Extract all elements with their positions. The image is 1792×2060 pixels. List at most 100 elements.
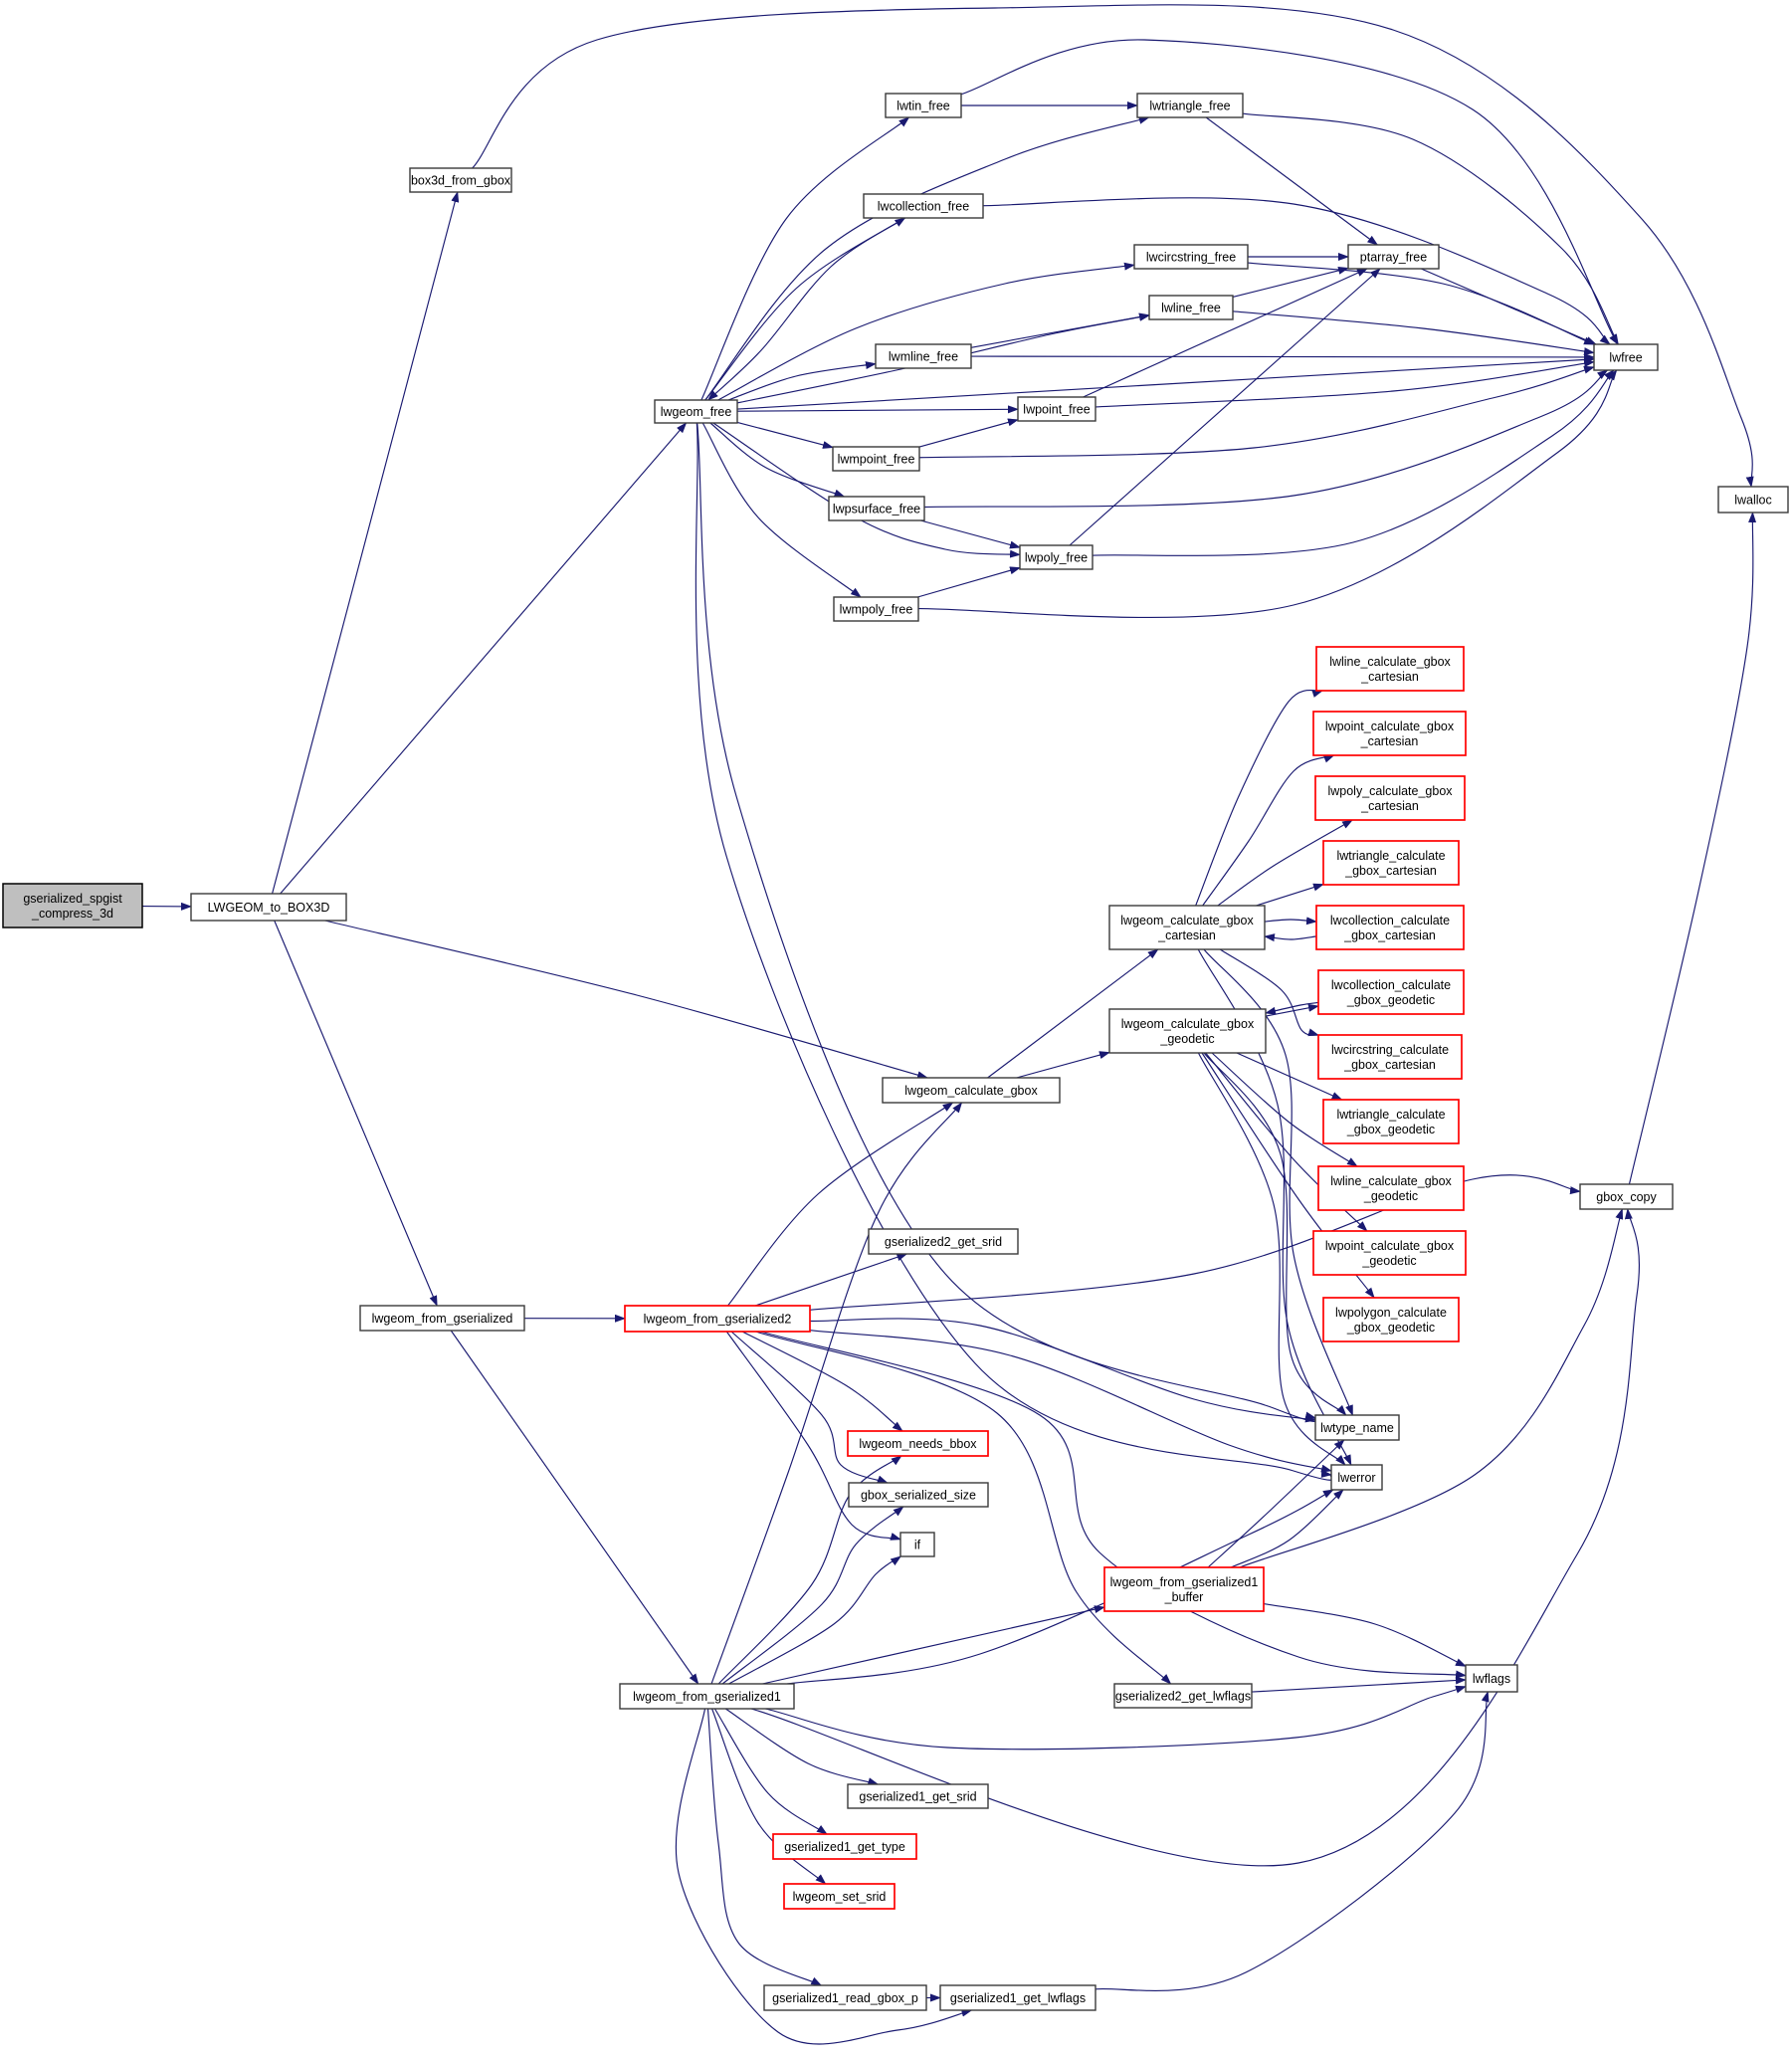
node-lwpoint_cc[interactable]: lwpoint_calculate_gbox _cartesian bbox=[1312, 711, 1467, 756]
node-box-lwtin_free[interactable] bbox=[885, 93, 962, 118]
node-box3d_from_gbox[interactable]: box3d_from_gbox bbox=[409, 167, 512, 193]
node-box-gser1_get_lwflags[interactable] bbox=[939, 1984, 1096, 2011]
node-lwfree[interactable]: lwfree bbox=[1593, 343, 1659, 371]
node-box-lwtype_name[interactable] bbox=[1314, 1414, 1400, 1441]
node-box-lwpolygon_cg[interactable] bbox=[1322, 1297, 1460, 1342]
node-box-gser2_get_srid[interactable] bbox=[868, 1228, 1019, 1255]
node-box-lwtri_cg[interactable] bbox=[1322, 1099, 1460, 1144]
node-box-lwline_cc[interactable] bbox=[1315, 646, 1465, 692]
node-lwpoint_free[interactable]: lwpoint_free bbox=[1017, 396, 1096, 422]
node-box-if_node[interactable] bbox=[899, 1532, 935, 1557]
node-to_box3d[interactable]: LWGEOM_to_BOX3D bbox=[190, 893, 347, 922]
node-box-lwgeom_free[interactable] bbox=[654, 399, 738, 424]
node-gser1_get_lwflags[interactable]: gserialized1_get_lwflags bbox=[939, 1984, 1096, 2011]
node-lwtriangle_free[interactable]: lwtriangle_free bbox=[1136, 93, 1244, 118]
node-from_gser1[interactable]: lwgeom_from_gserialized1 bbox=[619, 1683, 795, 1710]
node-box-from_gser[interactable] bbox=[359, 1305, 525, 1332]
node-box-from_gser2[interactable] bbox=[624, 1305, 811, 1333]
node-lwgeom_cg[interactable]: lwgeom_calculate_gbox _geodetic bbox=[1108, 1008, 1267, 1054]
node-lwgeom_cc[interactable]: lwgeom_calculate_gbox _cartesian bbox=[1108, 905, 1266, 950]
node-box-lwgeom_cc[interactable] bbox=[1108, 905, 1266, 950]
node-box-lwcirc_cc[interactable] bbox=[1317, 1034, 1463, 1080]
node-box-lwpoly_free[interactable] bbox=[1019, 544, 1094, 570]
node-lwcoll_cc[interactable]: lwcollection_calculate _gbox_cartesian bbox=[1315, 905, 1465, 950]
node-lwtin_free[interactable]: lwtin_free bbox=[885, 93, 962, 118]
node-lwpoint_cg[interactable]: lwpoint_calculate_gbox _geodetic bbox=[1312, 1230, 1467, 1276]
node-lwpoly_free[interactable]: lwpoly_free bbox=[1019, 544, 1094, 570]
node-needs_bbox[interactable]: lwgeom_needs_bbox bbox=[847, 1430, 989, 1457]
node-box-gbox_copy[interactable] bbox=[1579, 1183, 1674, 1210]
node-box-gser1_get_type[interactable] bbox=[772, 1833, 917, 1860]
node-box-lwpoint_cc[interactable] bbox=[1312, 711, 1467, 756]
node-box-lwtriangle_free[interactable] bbox=[1136, 93, 1244, 118]
node-gser1_read_gbox_p[interactable]: gserialized1_read_gbox_p bbox=[763, 1984, 927, 2011]
node-lwline_free[interactable]: lwline_free bbox=[1148, 295, 1234, 320]
node-buffer1[interactable]: lwgeom_from_gserialized1 _buffer bbox=[1103, 1566, 1265, 1612]
node-from_gser2[interactable]: lwgeom_from_gserialized2 bbox=[624, 1305, 811, 1333]
node-box-gser1_read_gbox_p[interactable] bbox=[763, 1984, 927, 2011]
node-box-gser2_get_lwflags[interactable] bbox=[1113, 1683, 1253, 1709]
node-box-gbox_ser_size[interactable] bbox=[848, 1482, 989, 1508]
node-lwpolygon_cg[interactable]: lwpolygon_calculate _gbox_geodetic bbox=[1322, 1297, 1460, 1342]
node-box-root[interactable] bbox=[2, 883, 143, 928]
node-lwline_cc[interactable]: lwline_calculate_gbox _cartesian bbox=[1315, 646, 1465, 692]
node-box-lwpoint_cg[interactable] bbox=[1312, 1230, 1467, 1276]
node-calc_gbox[interactable]: lwgeom_calculate_gbox bbox=[882, 1077, 1061, 1104]
node-box-lwmline_free[interactable] bbox=[875, 343, 972, 369]
node-box-lwmpoly_free[interactable] bbox=[833, 596, 919, 622]
node-box-buffer1[interactable] bbox=[1103, 1566, 1265, 1612]
node-box-gser1_get_srid[interactable] bbox=[847, 1783, 989, 1809]
node-lwtri_cc[interactable]: lwtriangle_calculate _gbox_cartesian bbox=[1322, 840, 1460, 886]
node-box-ptarray_free[interactable] bbox=[1347, 244, 1440, 270]
node-box-lwflags[interactable] bbox=[1465, 1664, 1518, 1693]
node-if_node[interactable]: if bbox=[899, 1532, 935, 1557]
node-box-from_gser1[interactable] bbox=[619, 1683, 795, 1710]
node-box-lwline_cg[interactable] bbox=[1317, 1165, 1465, 1211]
node-lwcollection_free[interactable]: lwcollection_free bbox=[863, 193, 984, 219]
node-root[interactable]: gserialized_spgist _compress_3d bbox=[2, 883, 143, 928]
node-from_gser[interactable]: lwgeom_from_gserialized bbox=[359, 1305, 525, 1332]
node-gbox_ser_size[interactable]: gbox_serialized_size bbox=[848, 1482, 989, 1508]
node-box-lwpsurface_free[interactable] bbox=[828, 496, 925, 521]
node-box-lwgeom_set_srid[interactable] bbox=[783, 1883, 896, 1910]
node-lwline_cg[interactable]: lwline_calculate_gbox _geodetic bbox=[1317, 1165, 1465, 1211]
node-lwpoly_cc[interactable]: lwpoly_calculate_gbox _cartesian bbox=[1314, 775, 1466, 821]
node-box-lwline_free[interactable] bbox=[1148, 295, 1234, 320]
node-box-lwfree[interactable] bbox=[1593, 343, 1659, 371]
node-box-lwgeom_cg[interactable] bbox=[1108, 1008, 1267, 1054]
node-box-needs_bbox[interactable] bbox=[847, 1430, 989, 1457]
node-box-lwpoly_cc[interactable] bbox=[1314, 775, 1466, 821]
node-lwcircstring_free[interactable]: lwcircstring_free bbox=[1133, 244, 1249, 270]
node-gser1_get_srid[interactable]: gserialized1_get_srid bbox=[847, 1783, 989, 1809]
node-box-lwcollection_free[interactable] bbox=[863, 193, 984, 219]
node-lwpsurface_free[interactable]: lwpsurface_free bbox=[828, 496, 925, 521]
node-lwtri_cg[interactable]: lwtriangle_calculate _gbox_geodetic bbox=[1322, 1099, 1460, 1144]
node-gser2_get_lwflags[interactable]: gserialized2_get_lwflags bbox=[1113, 1683, 1253, 1709]
node-box-lwtri_cc[interactable] bbox=[1322, 840, 1460, 886]
node-box-calc_gbox[interactable] bbox=[882, 1077, 1061, 1104]
node-lwmpoly_free[interactable]: lwmpoly_free bbox=[833, 596, 919, 622]
node-box-lwmpoint_free[interactable] bbox=[832, 446, 920, 472]
node-lwerror[interactable]: lwerror bbox=[1330, 1464, 1383, 1491]
node-box-lwcoll_cg[interactable] bbox=[1317, 969, 1465, 1015]
node-lwtype_name[interactable]: lwtype_name bbox=[1314, 1414, 1400, 1441]
node-ptarray_free[interactable]: ptarray_free bbox=[1347, 244, 1440, 270]
node-box-lwpoint_free[interactable] bbox=[1017, 396, 1096, 422]
node-box-lwcircstring_free[interactable] bbox=[1133, 244, 1249, 270]
node-box-box3d_from_gbox[interactable] bbox=[409, 167, 512, 193]
node-gbox_copy[interactable]: gbox_copy bbox=[1579, 1183, 1674, 1210]
node-box-to_box3d[interactable] bbox=[190, 893, 347, 922]
node-gser2_get_srid[interactable]: gserialized2_get_srid bbox=[868, 1228, 1019, 1255]
node-lwcoll_cg[interactable]: lwcollection_calculate _gbox_geodetic bbox=[1317, 969, 1465, 1015]
node-lwcirc_cc[interactable]: lwcircstring_calculate _gbox_cartesian bbox=[1317, 1034, 1463, 1080]
node-box-lwerror[interactable] bbox=[1330, 1464, 1383, 1491]
node-lwmline_free[interactable]: lwmline_free bbox=[875, 343, 972, 369]
node-box-lwcoll_cc[interactable] bbox=[1315, 905, 1465, 950]
node-lwgeom_free[interactable]: lwgeom_free bbox=[654, 399, 738, 424]
node-lwflags[interactable]: lwflags bbox=[1465, 1664, 1518, 1693]
node-gser1_get_type[interactable]: gserialized1_get_type bbox=[772, 1833, 917, 1860]
node-lwalloc[interactable]: lwalloc bbox=[1717, 486, 1789, 514]
node-box-lwalloc[interactable] bbox=[1717, 486, 1789, 514]
node-lwmpoint_free[interactable]: lwmpoint_free bbox=[832, 446, 920, 472]
node-lwgeom_set_srid[interactable]: lwgeom_set_srid bbox=[783, 1883, 896, 1910]
